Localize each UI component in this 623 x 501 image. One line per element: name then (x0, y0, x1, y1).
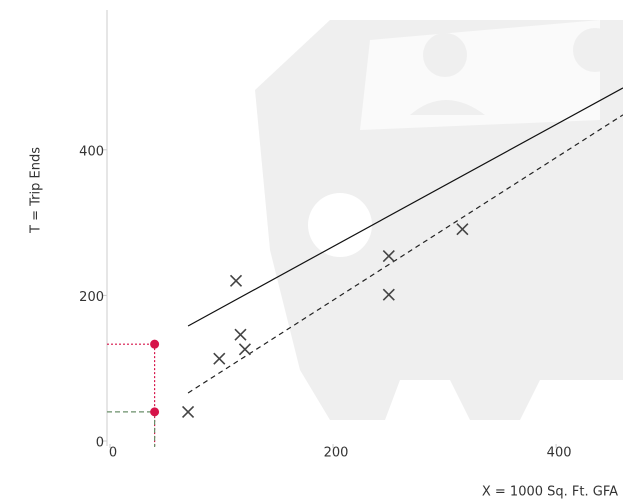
x-tick-label: 0 (109, 446, 117, 461)
x-tick-label: 200 (324, 446, 349, 461)
x-axis-label: X = 1000 Sq. Ft. GFA (482, 485, 618, 500)
y-tick-label: 400 (79, 144, 104, 159)
chart: T = Trip Ends X = 1000 Sq. Ft. GFA 0 200 4… (0, 0, 623, 501)
y-tick-label: 0 (96, 436, 104, 451)
data-point (183, 406, 194, 417)
y-axis-label: T = Trip Ends (29, 147, 44, 234)
selected-point (150, 340, 159, 349)
x-tick-label: 400 (547, 446, 572, 461)
data-point (214, 353, 225, 364)
data-point (239, 344, 250, 355)
selected-point (150, 407, 159, 416)
data-point (235, 329, 246, 340)
person-head (573, 28, 617, 72)
car-wheel (308, 193, 372, 257)
y-tick-label: 200 (79, 290, 104, 305)
background-art (255, 20, 623, 420)
person-head (423, 33, 467, 77)
data-point (231, 275, 242, 286)
